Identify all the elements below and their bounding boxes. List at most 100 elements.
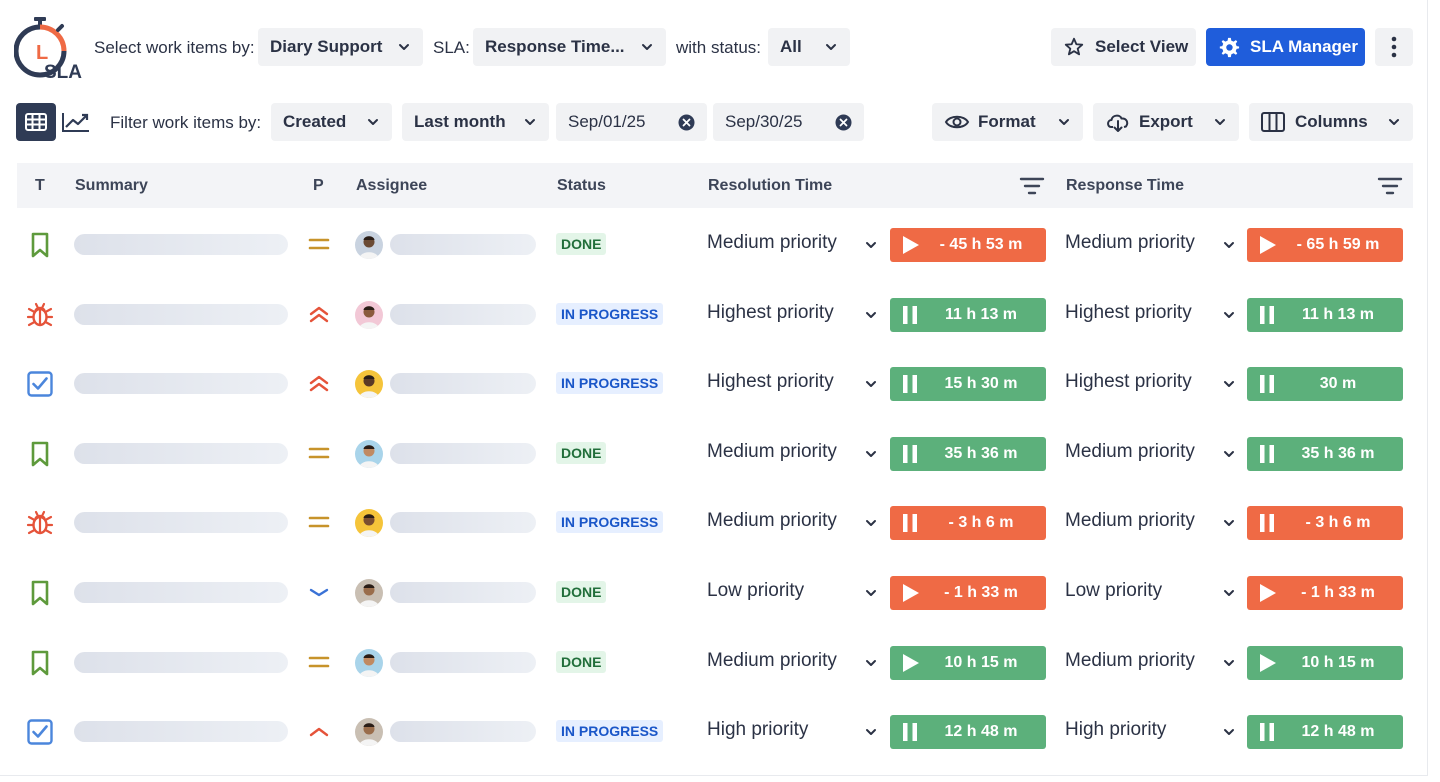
- resolution-sla-dropdown[interactable]: [864, 308, 878, 322]
- table-row[interactable]: DONE Low priority - 1 h 33 m Low priority - …: [17, 557, 1413, 627]
- col-summary-header[interactable]: Summary: [75, 177, 148, 194]
- export-button[interactable]: Export: [1093, 103, 1239, 141]
- date-range-dropdown[interactable]: Last month: [402, 103, 549, 141]
- response-sla-dropdown[interactable]: [1222, 377, 1236, 391]
- resolution-sla-dropdown[interactable]: [864, 377, 878, 391]
- assignee-placeholder[interactable]: [390, 512, 536, 534]
- story-icon: [31, 441, 49, 467]
- resolution-timer: 15 h 30 m: [890, 367, 1046, 402]
- resolution-sla-label[interactable]: Medium priority: [707, 510, 837, 532]
- summary-placeholder[interactable]: [74, 512, 288, 534]
- col-assignee-header[interactable]: Assignee: [356, 177, 428, 194]
- summary-placeholder[interactable]: [74, 373, 288, 395]
- summary-placeholder[interactable]: [74, 721, 288, 743]
- assignee-placeholder[interactable]: [390, 303, 536, 325]
- resolution-sla-dropdown[interactable]: [864, 725, 878, 739]
- resolution-time-value: - 3 h 6 m: [948, 514, 1014, 532]
- status-badge: IN PROGRESS: [556, 372, 664, 395]
- project-dropdown[interactable]: Diary Support: [258, 28, 423, 66]
- assignee-placeholder[interactable]: [390, 582, 536, 603]
- col-resolution-header[interactable]: Resolution Time: [708, 177, 833, 194]
- table-row[interactable]: DONE Medium priority 35 h 36 m Medium prior…: [17, 418, 1413, 488]
- assignee-placeholder[interactable]: [390, 234, 536, 255]
- response-sla-label[interactable]: Medium priority: [1065, 440, 1195, 462]
- assignee-placeholder[interactable]: [390, 651, 536, 673]
- filter-field-dropdown[interactable]: Created: [271, 103, 392, 141]
- summary-placeholder[interactable]: [74, 651, 288, 673]
- assignee-placeholder[interactable]: [390, 442, 536, 464]
- response-sla-dropdown[interactable]: [1222, 447, 1236, 461]
- response-sla-label[interactable]: Low priority: [1065, 580, 1163, 601]
- table-row[interactable]: IN PROGRESS High priority 12 h 48 m High pr…: [17, 696, 1413, 766]
- response-sla-label[interactable]: Highest priority: [1065, 301, 1192, 323]
- col-priority-header[interactable]: P: [313, 177, 324, 194]
- select-view-button[interactable]: Select View: [1051, 28, 1196, 66]
- resolution-sla-label[interactable]: Highest priority: [707, 301, 834, 323]
- response-sla-label[interactable]: Medium priority: [1065, 232, 1195, 253]
- response-sla-label[interactable]: Medium priority: [1065, 510, 1195, 532]
- grid-view-button[interactable]: [16, 103, 56, 141]
- table-row[interactable]: IN PROGRESS Highest priority 11 h 13 m High…: [17, 279, 1413, 349]
- resolution-sla-dropdown[interactable]: [864, 586, 878, 600]
- status-dropdown[interactable]: All: [768, 28, 850, 66]
- table-row[interactable]: IN PROGRESS Highest priority 15 h 30 m High…: [17, 348, 1413, 418]
- resolution-sla-label[interactable]: Medium priority: [707, 440, 837, 462]
- response-sla-dropdown[interactable]: [1222, 656, 1236, 670]
- resolution-sla-label[interactable]: Medium priority: [707, 649, 837, 671]
- clear-date-to-icon[interactable]: [835, 114, 852, 131]
- col-response-header[interactable]: Response Time: [1066, 177, 1184, 194]
- columns-button[interactable]: Columns: [1249, 103, 1413, 141]
- response-sla-dropdown[interactable]: [1222, 725, 1236, 739]
- assignee-placeholder[interactable]: [390, 721, 536, 743]
- chevron-down-icon: [866, 590, 876, 596]
- more-options-button[interactable]: [1375, 28, 1413, 66]
- resolution-sla-dropdown[interactable]: [864, 447, 878, 461]
- summary-placeholder[interactable]: [74, 303, 288, 325]
- priority-medium-icon: [308, 447, 330, 459]
- response-time-value: 30 m: [1319, 375, 1357, 393]
- resolution-sla-dropdown[interactable]: [864, 656, 878, 670]
- response-sla-label[interactable]: High priority: [1065, 719, 1167, 741]
- summary-placeholder[interactable]: [74, 582, 288, 603]
- chevron-down-icon: [866, 729, 876, 736]
- sla-dropdown[interactable]: Response Time...: [473, 28, 666, 66]
- response-sla-label[interactable]: Medium priority: [1065, 649, 1195, 671]
- sla-manager-button[interactable]: SLA Manager: [1206, 28, 1365, 66]
- resolution-sla-label[interactable]: High priority: [707, 719, 809, 741]
- pause-icon: [1260, 375, 1274, 394]
- date-from-field[interactable]: Sep/01/25: [556, 103, 707, 141]
- response-sla-label[interactable]: Highest priority: [1065, 371, 1192, 393]
- gear-icon: [1219, 37, 1240, 58]
- response-sla-dropdown[interactable]: [1222, 516, 1236, 530]
- resolution-sla-label[interactable]: Medium priority: [707, 232, 837, 253]
- date-to-field[interactable]: Sep/30/25: [713, 103, 864, 141]
- filter-resolution-icon[interactable]: [1019, 176, 1045, 196]
- response-sla-dropdown[interactable]: [1222, 238, 1236, 252]
- resolution-time-value: - 1 h 33 m: [944, 584, 1018, 601]
- chevron-down-icon: [866, 311, 876, 318]
- response-timer: 11 h 13 m: [1247, 297, 1403, 332]
- filter-response-icon[interactable]: [1377, 176, 1403, 196]
- resolution-timer: 11 h 13 m: [890, 297, 1046, 332]
- response-sla-dropdown[interactable]: [1222, 586, 1236, 600]
- col-status-header[interactable]: Status: [557, 177, 606, 194]
- table-row[interactable]: DONE Medium priority 10 h 15 m Medium prior…: [17, 627, 1413, 697]
- response-sla-dropdown[interactable]: [1222, 308, 1236, 322]
- summary-placeholder[interactable]: [74, 442, 288, 464]
- table-row[interactable]: IN PROGRESS Medium priority - 3 h 6 m Mediu…: [17, 487, 1413, 557]
- clear-date-from-icon[interactable]: [678, 114, 695, 131]
- table-row[interactable]: DONE Medium priority - 45 h 53 m Medium pri…: [17, 209, 1413, 279]
- person-icon: [359, 653, 379, 677]
- assignee-placeholder[interactable]: [390, 373, 536, 395]
- resolution-time-value: - 45 h 53 m: [939, 236, 1023, 253]
- resolution-sla-dropdown[interactable]: [864, 238, 878, 252]
- resolution-sla-label[interactable]: Low priority: [707, 580, 805, 601]
- chart-view-button[interactable]: [56, 103, 96, 141]
- resolution-sla-label[interactable]: Highest priority: [707, 371, 834, 393]
- summary-placeholder[interactable]: [74, 234, 288, 255]
- resolution-sla-dropdown[interactable]: [864, 516, 878, 530]
- chevron-down-icon: [826, 44, 836, 50]
- format-button[interactable]: Format: [932, 103, 1083, 141]
- sla-value: Response Time...: [485, 37, 625, 56]
- col-type-header[interactable]: T: [35, 177, 45, 194]
